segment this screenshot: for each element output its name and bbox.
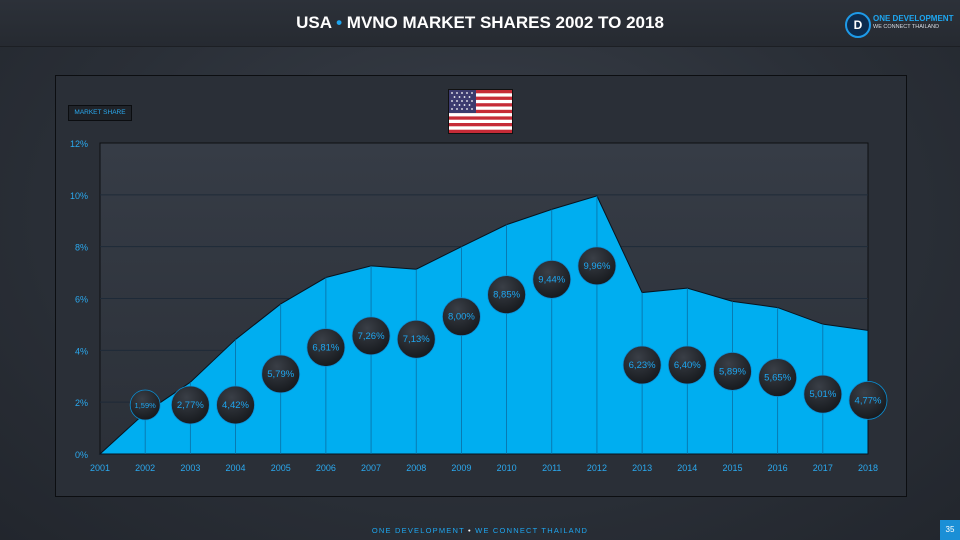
- data-label-bubble: [170, 385, 210, 425]
- x-tick-label: 2013: [632, 463, 652, 473]
- data-label-bubble: [261, 354, 301, 394]
- data-label-bubble: [713, 351, 752, 391]
- x-tick-label: 2018: [858, 463, 878, 473]
- data-label: 6,40%: [674, 360, 701, 371]
- data-label-bubble: [803, 374, 843, 414]
- data-label: 6,23%: [629, 360, 656, 371]
- x-tick-label: 2017: [813, 463, 833, 473]
- y-tick-label: 10%: [70, 191, 88, 201]
- data-label: 9,96%: [583, 261, 610, 272]
- data-label: 4,77%: [855, 395, 882, 406]
- logo-tagline: WE CONNECT THAILAND: [873, 24, 940, 30]
- x-tick-label: 2011: [542, 463, 561, 473]
- us-flag-icon: [448, 89, 513, 134]
- data-label-bubble: [396, 319, 436, 359]
- y-tick-label: 6%: [75, 295, 88, 305]
- title-text: MVNO MARKET SHARES 2002 TO 2018: [346, 13, 664, 32]
- data-label: 1,59%: [135, 401, 157, 410]
- header-bar: [0, 0, 960, 47]
- data-label: 5,01%: [809, 389, 836, 400]
- data-label: 5,79%: [267, 369, 294, 380]
- data-label: 5,89%: [719, 366, 746, 377]
- data-label-bubble: [306, 328, 346, 367]
- x-tick-label: 2005: [271, 463, 291, 473]
- data-label: 8,00%: [448, 312, 475, 323]
- x-tick-label: 2001: [90, 463, 110, 473]
- page-number: 35: [940, 520, 960, 540]
- data-label: 4,42%: [222, 400, 249, 411]
- company-logo: D ONE DEVELOPMENT WE CONNECT THAILAND: [845, 12, 953, 38]
- data-label-bubble: [487, 275, 526, 315]
- y-tick-label: 12%: [70, 139, 88, 149]
- footer-tagline: WE CONNECT THAILAND: [475, 526, 589, 535]
- data-label-bubble: [667, 345, 707, 385]
- x-tick-label: 2004: [226, 463, 246, 473]
- data-label-bubble: [622, 345, 662, 385]
- y-tick-label: 0%: [75, 450, 88, 460]
- x-tick-label: 2003: [180, 463, 200, 473]
- x-tick-label: 2014: [677, 463, 697, 473]
- x-tick-label: 2006: [316, 463, 336, 473]
- x-tick-label: 2002: [135, 463, 155, 473]
- title-country: USA: [296, 13, 332, 32]
- y-tick-label: 8%: [75, 243, 88, 253]
- data-label-bubble: [532, 259, 572, 299]
- data-label: 7,26%: [358, 331, 385, 342]
- data-label: 2,77%: [177, 400, 204, 411]
- data-label: 9,44%: [538, 274, 565, 285]
- footer-separator: •: [468, 526, 472, 535]
- data-label: 8,85%: [493, 290, 520, 301]
- x-tick-label: 2008: [406, 463, 426, 473]
- data-label: 7,13%: [403, 334, 430, 345]
- footer: ONE DEVELOPMENT • WE CONNECT THAILAND: [0, 522, 960, 540]
- x-tick-label: 2009: [451, 463, 471, 473]
- logo-name: ONE DEVELOPMENT: [873, 14, 954, 23]
- x-tick-label: 2016: [768, 463, 788, 473]
- data-label-bubble: [442, 297, 481, 337]
- title-separator: •: [336, 13, 343, 32]
- y-tick-label: 4%: [75, 346, 88, 356]
- data-label-bubble: [848, 380, 888, 420]
- x-tick-label: 2012: [587, 463, 607, 473]
- data-label: 5,65%: [764, 373, 791, 384]
- x-tick-label: 2010: [497, 463, 517, 473]
- logo-mark-icon: D: [845, 12, 871, 38]
- x-tick-label: 2015: [722, 463, 742, 473]
- data-label-bubble: [351, 316, 391, 356]
- data-label-bubble: [129, 389, 161, 421]
- data-label-bubble: [577, 246, 617, 286]
- y-tick-label: 2%: [75, 398, 88, 408]
- legend-market-share: MARKET SHARE: [68, 105, 132, 121]
- x-tick-label: 2007: [361, 463, 381, 473]
- footer-company: ONE DEVELOPMENT: [371, 526, 465, 535]
- page-title: USA • MVNO MARKET SHARES 2002 TO 2018: [0, 0, 960, 46]
- data-label-bubble: [216, 385, 255, 425]
- data-label-bubble: [758, 358, 798, 397]
- data-label: 6,81%: [312, 343, 339, 354]
